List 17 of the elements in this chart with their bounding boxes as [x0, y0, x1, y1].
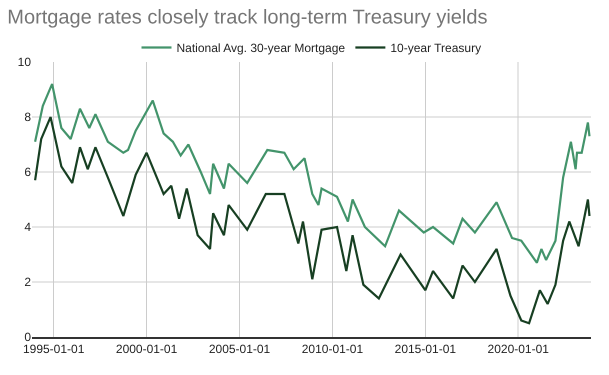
x-tick-label: 2020-01-01	[488, 342, 550, 356]
y-tick-label: 0	[24, 330, 32, 344]
x-tick-label: 2005-01-01	[208, 342, 271, 356]
y-tick-label: 4	[24, 220, 32, 234]
chart-title: Mortgage rates closely track long-term Treasury yields	[7, 6, 488, 28]
x-tick-label: 2000-01-01	[116, 342, 178, 356]
x-tick-label: 2010-01-01	[302, 342, 364, 356]
legend-label: National Avg. 30-year Mortgage	[176, 41, 346, 56]
line-series	[34, 116, 591, 324]
y-tick-label: 10	[18, 55, 32, 70]
x-tick-label: 1995-01-01	[22, 342, 85, 356]
y-tick-label: 8	[24, 110, 32, 124]
x-tick-label: 2015-01-01	[394, 342, 456, 356]
line-series	[34, 82, 591, 264]
y-tick-label: 6	[24, 165, 32, 180]
legend-label: 10-year Treasury	[390, 41, 482, 56]
y-tick-label: 2	[24, 275, 32, 290]
